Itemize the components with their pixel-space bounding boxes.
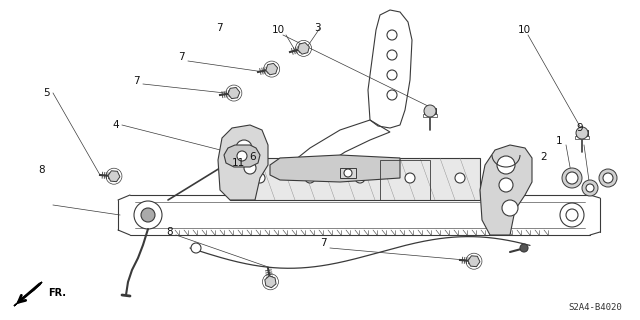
Text: 10: 10 — [272, 25, 285, 35]
Circle shape — [405, 173, 415, 183]
Circle shape — [255, 173, 265, 183]
Bar — [576, 130, 588, 136]
Polygon shape — [270, 155, 400, 182]
Circle shape — [566, 172, 578, 184]
Text: 10: 10 — [518, 25, 531, 35]
Text: 7: 7 — [216, 23, 223, 33]
Text: 6: 6 — [249, 152, 255, 162]
Circle shape — [244, 162, 256, 174]
Circle shape — [191, 243, 201, 253]
Circle shape — [424, 105, 436, 117]
Polygon shape — [14, 282, 42, 306]
Text: 4: 4 — [112, 120, 118, 130]
Circle shape — [237, 151, 247, 161]
Circle shape — [455, 173, 465, 183]
Circle shape — [562, 168, 582, 188]
Text: 8: 8 — [166, 227, 173, 237]
Text: 3: 3 — [314, 23, 321, 33]
Text: 7: 7 — [178, 52, 184, 62]
Circle shape — [236, 140, 252, 156]
Polygon shape — [230, 158, 480, 200]
Circle shape — [497, 156, 515, 174]
Circle shape — [599, 169, 617, 187]
Polygon shape — [218, 125, 268, 200]
Circle shape — [502, 200, 518, 216]
Text: 7: 7 — [320, 238, 326, 248]
Bar — [423, 114, 437, 117]
Circle shape — [344, 169, 352, 177]
Polygon shape — [228, 87, 240, 99]
Text: 5: 5 — [43, 88, 50, 98]
Bar — [380, 160, 430, 200]
Polygon shape — [480, 145, 532, 235]
Polygon shape — [298, 43, 309, 54]
Polygon shape — [108, 171, 120, 182]
Circle shape — [586, 184, 594, 192]
Bar — [424, 108, 436, 114]
Circle shape — [520, 244, 528, 252]
Text: 7: 7 — [133, 76, 140, 86]
Circle shape — [499, 178, 513, 192]
Polygon shape — [265, 276, 276, 288]
Circle shape — [134, 201, 162, 229]
Circle shape — [582, 180, 598, 196]
Text: S2A4-B4020: S2A4-B4020 — [568, 303, 622, 312]
Text: 8: 8 — [38, 165, 45, 175]
Polygon shape — [224, 145, 260, 167]
Circle shape — [603, 173, 613, 183]
Text: 1: 1 — [556, 136, 563, 146]
Polygon shape — [266, 63, 278, 75]
Text: 9: 9 — [576, 123, 582, 133]
Circle shape — [141, 208, 155, 222]
Polygon shape — [468, 256, 480, 267]
Text: 2: 2 — [540, 152, 547, 162]
Circle shape — [355, 173, 365, 183]
Circle shape — [576, 127, 588, 139]
Bar — [575, 136, 589, 139]
Text: 11: 11 — [232, 158, 245, 168]
Circle shape — [305, 173, 315, 183]
Bar — [340, 168, 356, 178]
Text: FR.: FR. — [48, 288, 66, 298]
